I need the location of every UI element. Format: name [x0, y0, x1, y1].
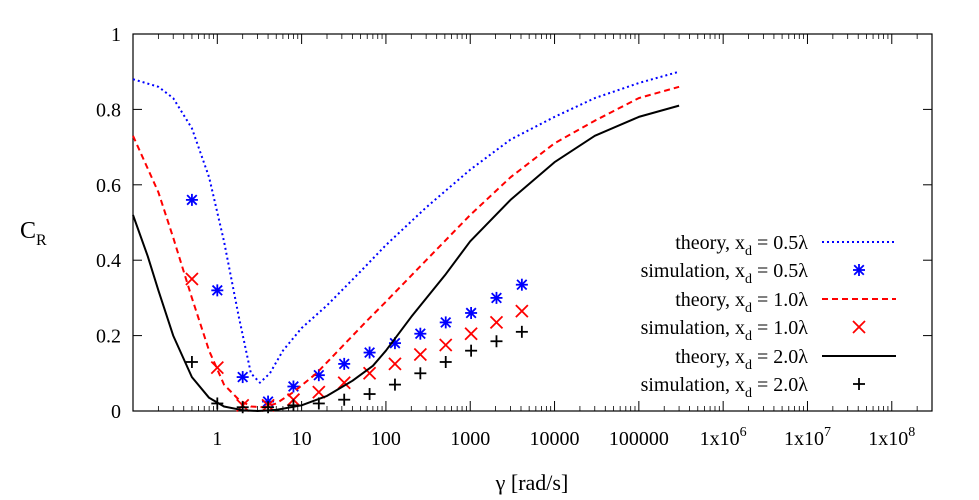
data-point-series-3	[185, 272, 199, 286]
x-tick-label-main: 1x10	[868, 428, 908, 450]
data-point-series-3	[210, 361, 224, 375]
data-point-series-3	[312, 385, 326, 399]
series-line-4	[132, 104, 680, 412]
legend-label-1: simulation, xd = 0.5λ	[641, 260, 809, 287]
legend-label-sub: d	[745, 358, 752, 373]
x-tick-label-main: 100	[371, 428, 401, 450]
legend-label-rest: = 0.5λ	[752, 260, 808, 282]
y-axis-title: CR	[20, 218, 47, 249]
data-point-series-3	[439, 338, 453, 352]
x-tick-label-main: 100000	[609, 428, 669, 450]
legend-sample-marker-3	[852, 320, 866, 334]
data-point-series-1	[211, 284, 224, 297]
data-point-series-5	[287, 399, 300, 412]
data-point-series-1	[490, 291, 503, 304]
data-point-series-5	[465, 344, 478, 357]
data-point-series-1	[363, 346, 376, 359]
series-line-2	[132, 85, 680, 409]
x-axis-title: γ [rad/s]	[495, 470, 569, 495]
legend-label-5: simulation, xd = 2.0λ	[641, 374, 809, 401]
x-tick-label-main: 1x10	[700, 428, 740, 450]
data-point-series-3	[388, 357, 402, 371]
data-point-series-5	[363, 388, 376, 401]
x-tick-label: 1x108	[868, 425, 915, 450]
legend-label-sub: d	[745, 329, 752, 344]
y-tick-label: 0.6	[96, 175, 121, 197]
data-point-series-5	[262, 401, 275, 414]
data-point-series-3	[337, 376, 351, 390]
x-tick-label-exponent: 6	[740, 425, 747, 440]
y-tick-label: 1	[111, 24, 121, 46]
legend-label-sub: d	[745, 301, 752, 316]
x-tick-label-exponent: 8	[908, 425, 915, 440]
data-point-series-1	[185, 193, 198, 206]
data-point-series-5	[388, 378, 401, 391]
legend-label-main: simulation, x	[641, 317, 745, 339]
legend-label-rest: = 1.0λ	[752, 289, 808, 311]
y-axis-title-sub: R	[36, 232, 47, 249]
x-tick-label-main: 1	[212, 428, 222, 450]
legend-label-main: theory, x	[675, 232, 745, 254]
x-tick-label-exponent: 7	[824, 425, 831, 440]
data-point-series-5	[414, 367, 427, 380]
data-point-series-1	[338, 357, 351, 370]
legend-label-rest: = 0.5λ	[752, 232, 808, 254]
legend-label-rest: = 1.0λ	[752, 317, 808, 339]
legend-label-main: simulation, x	[641, 374, 745, 396]
data-point-series-1	[236, 371, 249, 384]
data-point-series-5	[211, 397, 224, 410]
legend-label-3: simulation, xd = 1.0λ	[641, 317, 809, 344]
x-tick-label: 1x107	[784, 425, 831, 450]
y-tick-label: 0.4	[96, 250, 121, 272]
legend-label-rest: = 2.0λ	[752, 346, 808, 368]
legend-label-2: theory, xd = 1.0λ	[675, 289, 808, 316]
data-point-series-1	[515, 278, 528, 291]
legend-label-main: theory, x	[675, 346, 745, 368]
data-point-series-5	[236, 401, 249, 414]
legend-label-sub: d	[745, 386, 752, 401]
legend-sample-marker-1	[853, 264, 865, 276]
data-point-series-3	[413, 347, 427, 362]
data-point-series-1	[465, 306, 478, 319]
x-tick-label: 100	[371, 428, 401, 450]
x-tick-label-main: 1000	[450, 428, 490, 450]
legend-sample-marker-5	[853, 378, 865, 390]
x-tick-label: 1000	[450, 428, 490, 450]
x-tick-label-main: 10	[292, 428, 312, 450]
data-point-series-5	[338, 393, 351, 406]
x-tick-label: 1	[212, 428, 222, 450]
legend-label-0: theory, xd = 0.5λ	[675, 232, 808, 259]
x-tick-label: 10000	[530, 428, 580, 450]
series-line-0	[132, 70, 680, 384]
x-tick-label-main: 10000	[530, 428, 580, 450]
plot-frame	[132, 33, 933, 412]
y-tick-label: 0.8	[96, 99, 121, 121]
data-point-series-3	[515, 304, 529, 318]
legend-label-sub: d	[745, 272, 752, 287]
data-point-series-5	[312, 397, 325, 410]
data-point-series-5	[490, 335, 503, 348]
data-point-series-3	[489, 315, 504, 330]
legend-label-4: theory, xd = 2.0λ	[675, 346, 808, 373]
y-axis-title-main: C	[20, 218, 36, 244]
legend-label-rest: = 2.0λ	[752, 374, 808, 396]
data-point-series-3	[362, 366, 377, 380]
x-tick-label: 10	[292, 428, 312, 450]
data-point-series-1	[414, 327, 427, 340]
data-point-series-5	[185, 355, 198, 368]
y-tick-label: 0	[111, 401, 121, 423]
y-tick-label: 0.2	[96, 326, 121, 348]
x-tick-label: 100000	[609, 428, 669, 450]
data-point-series-1	[439, 316, 452, 329]
x-tick-label-main: 1x10	[784, 428, 824, 450]
legend-label-main: theory, x	[675, 289, 745, 311]
x-tick-label: 1x106	[700, 425, 747, 450]
data-point-series-1	[287, 380, 300, 393]
legend-label-sub: d	[745, 244, 752, 259]
data-point-series-3	[464, 327, 478, 341]
data-point-series-5	[515, 325, 528, 338]
data-point-series-5	[439, 355, 452, 368]
legend-label-main: simulation, x	[641, 260, 745, 282]
